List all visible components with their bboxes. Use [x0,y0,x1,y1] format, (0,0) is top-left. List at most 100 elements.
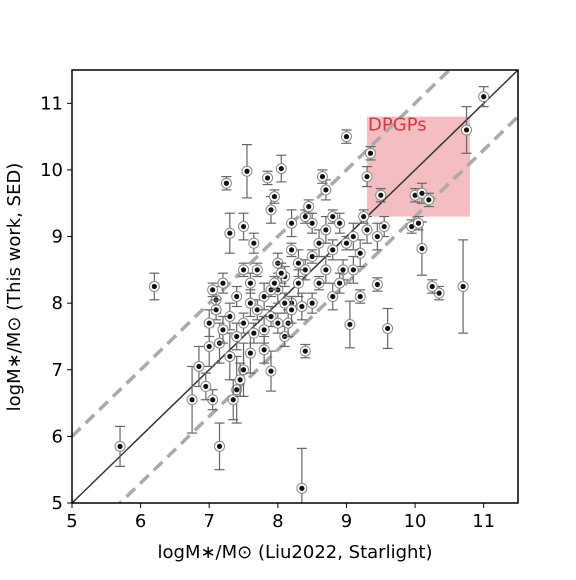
data-point [478,86,490,108]
marker [254,267,260,273]
data-point [303,199,315,214]
marker [234,293,240,300]
marker [271,193,278,200]
marker [409,223,415,230]
data-point [186,365,198,434]
marker [381,223,387,230]
data-point [426,279,438,294]
marker [385,325,391,332]
data-point [354,239,366,268]
data-point [114,425,126,467]
marker [240,267,247,273]
data-point [423,192,435,208]
x-tick-label: 6 [135,511,146,532]
data-point [320,255,332,284]
y-tick-label: 9 [52,227,63,248]
marker [213,307,219,313]
marker [261,293,267,300]
marker [302,348,308,354]
marker [330,213,336,220]
data-point [248,232,260,254]
marker [254,307,260,313]
marker [117,443,123,449]
marker [419,190,425,196]
data-point [227,379,239,421]
marker [340,267,346,273]
marker [189,397,195,403]
marker [264,175,271,181]
data-point [248,322,260,344]
data-point [313,229,325,258]
marker [378,192,384,198]
marker [323,267,329,273]
marker [210,287,216,293]
marker [151,283,157,290]
marker [316,280,322,286]
marker [374,281,380,288]
data-point [327,239,339,261]
y-tick-label: 7 [52,360,63,381]
marker [240,223,247,230]
marker [288,220,295,226]
marker [234,333,240,340]
data-point [268,189,280,204]
marker [240,320,247,326]
x-tick-label: 10 [404,511,427,532]
data-point [217,315,229,344]
marker [282,300,288,306]
marker [323,227,329,233]
marker [481,94,487,100]
marker [261,327,267,333]
marker [302,267,308,273]
data-point [148,272,160,301]
marker [278,270,284,276]
marker [251,240,257,246]
data-point [265,195,277,224]
y-tick-label: 10 [40,160,63,181]
data-point [457,239,469,334]
x-axis-label: logM∗/M⊙ (Liu2022, Starlight) [158,542,433,563]
reference-line [117,115,518,503]
marker [426,197,432,203]
marker [237,377,243,383]
marker [364,173,370,180]
data-point [364,146,376,161]
marker [210,397,216,403]
data-point [262,170,274,186]
marker [429,283,435,290]
data-point [244,289,256,318]
data-point [241,144,253,199]
region-label: DPGPs [368,115,427,136]
marker [357,293,363,300]
data-point [268,275,280,291]
data-point [231,322,243,351]
data-point [347,255,359,284]
marker [330,293,336,300]
marker [268,207,274,213]
marker [234,387,240,393]
marker [350,267,356,273]
marker [203,383,209,390]
data-point [224,332,236,381]
marker [436,290,442,296]
marker [275,320,281,326]
data-point [234,362,246,398]
data-point [413,215,425,231]
marker [206,320,212,326]
data-point [306,249,318,264]
marker [412,192,418,198]
marker [230,397,236,403]
marker [299,485,305,491]
marker [316,240,322,246]
y-tick-label: 6 [52,426,63,447]
data-point [251,262,263,278]
y-tick-label: 5 [52,493,63,514]
marker [319,173,326,180]
axes-frame [71,69,519,504]
marker [227,353,233,360]
marker [343,240,350,246]
marker [337,280,343,286]
data-point [358,209,370,224]
y-tick-label: 11 [40,93,63,114]
marker [415,220,422,226]
